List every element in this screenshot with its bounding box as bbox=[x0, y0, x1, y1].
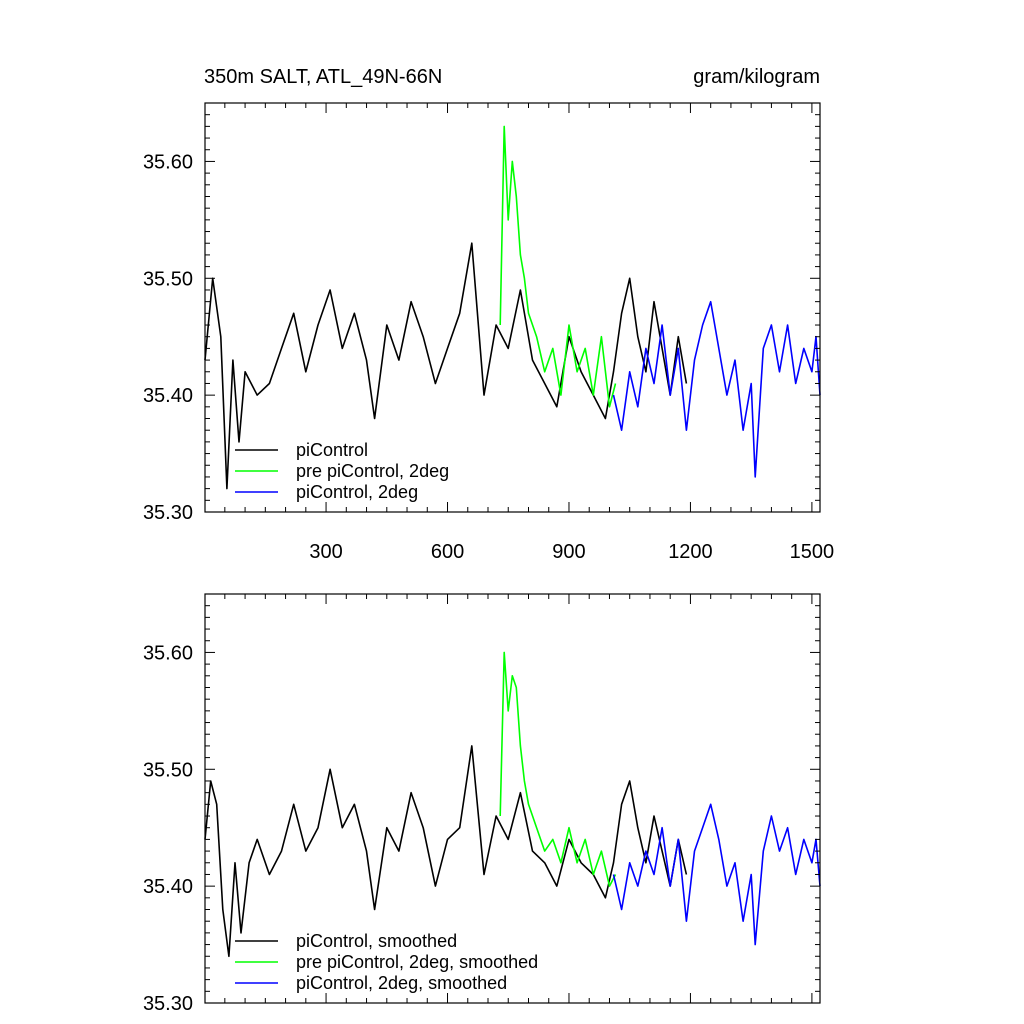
units-label: gram/kilogram bbox=[693, 66, 820, 88]
y-tick-label: 35.40 bbox=[143, 876, 193, 898]
plot-frame bbox=[204, 593, 821, 1004]
legend-label: piControl bbox=[296, 440, 368, 460]
x-tick-label: 300 bbox=[309, 541, 342, 563]
y-axis: 35.30 35.40 35.50 35.60 bbox=[143, 102, 820, 524]
figure-title: 350m SALT, ATL_49N-66N bbox=[204, 66, 442, 88]
series-line-0 bbox=[204, 745, 688, 958]
y-tick-label: 35.60 bbox=[143, 642, 193, 664]
x-tick-label: 900 bbox=[552, 541, 585, 563]
legend-label: piControl, 2deg, smoothed bbox=[296, 973, 507, 993]
y-axis: 35.30 35.40 35.50 35.60 bbox=[143, 593, 820, 1015]
legend-label: piControl, 2deg bbox=[296, 482, 418, 502]
x-axis bbox=[224, 594, 813, 1003]
legend-label: pre piControl, 2deg bbox=[296, 461, 449, 481]
y-tick-label: 35.50 bbox=[143, 759, 193, 781]
series-lines bbox=[204, 651, 821, 958]
series-line-1 bbox=[499, 125, 617, 408]
series-line-2 bbox=[612, 803, 821, 946]
y-tick-label: 35.30 bbox=[143, 993, 193, 1015]
y-tick-label: 35.60 bbox=[143, 151, 193, 173]
legend-label: pre piControl, 2deg, smoothed bbox=[296, 952, 538, 972]
x-tick-label: 600 bbox=[431, 541, 464, 563]
series-lines bbox=[204, 125, 821, 490]
series-line-2 bbox=[612, 300, 821, 478]
y-tick-label: 35.50 bbox=[143, 268, 193, 290]
x-tick-label: 1500 bbox=[790, 541, 835, 563]
y-tick-label: 35.40 bbox=[143, 385, 193, 407]
plot-frame bbox=[204, 102, 821, 513]
y-tick-label: 35.30 bbox=[143, 502, 193, 524]
legend-label: piControl, smoothed bbox=[296, 931, 457, 951]
raw-timeseries-panel: 35.30 35.40 35.50 35.60 300 600 900 1200 1500 piC… bbox=[143, 102, 835, 563]
x-tick-label: 1200 bbox=[668, 541, 713, 563]
x-axis: 300 600 900 1200 1500 bbox=[224, 103, 835, 563]
series-line-0 bbox=[204, 242, 688, 490]
series-line-1 bbox=[499, 651, 617, 887]
